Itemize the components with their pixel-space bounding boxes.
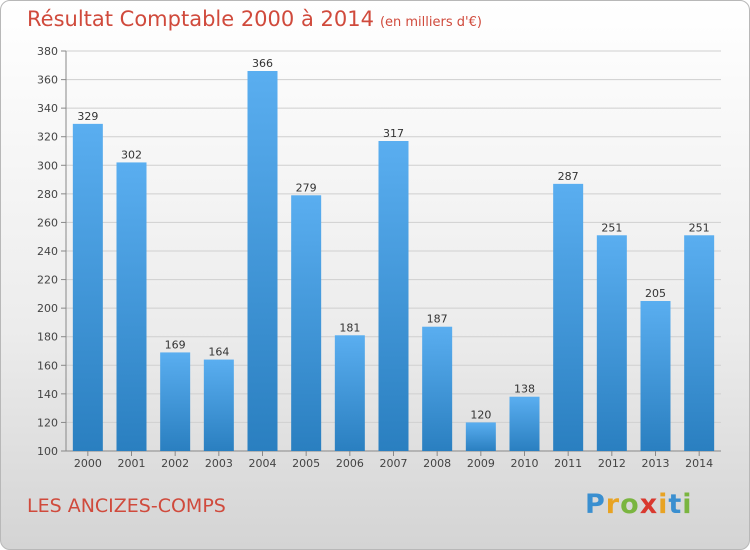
bar-2014: [684, 235, 715, 451]
data-label-2011: 287: [558, 170, 579, 183]
x-tick-label-2009: 2009: [467, 457, 495, 470]
logo-letter: i: [658, 489, 669, 520]
bar-2012: [596, 235, 627, 451]
x-tick-label-2004: 2004: [249, 457, 277, 470]
y-tick-label: 180: [37, 331, 58, 344]
bar-2002: [160, 352, 191, 451]
data-label-2005: 279: [296, 181, 317, 194]
y-tick-label: 360: [37, 74, 58, 87]
x-tick-label-2006: 2006: [336, 457, 364, 470]
x-tick-label-2011: 2011: [554, 457, 582, 470]
data-label-2000: 329: [77, 110, 98, 123]
bar-2005: [291, 195, 322, 451]
bar-2007: [378, 141, 409, 451]
y-tick-labels: 100 120 140 160 180 200 220 240 260 280 300 320 340 3…: [37, 45, 58, 458]
x-tick-label-2010: 2010: [511, 457, 539, 470]
logo-letter: t: [668, 489, 683, 520]
proxiti-logo: Proxiti: [585, 489, 693, 520]
title-text: Résultat Comptable 2000 à 2014: [27, 7, 374, 31]
data-label-2008: 187: [427, 313, 448, 326]
bar-2013: [640, 301, 671, 451]
y-tick-label: 220: [37, 274, 58, 287]
y-tick-label: 240: [37, 245, 58, 258]
data-label-2010: 138: [514, 383, 535, 396]
x-tick-label-2014: 2014: [685, 457, 713, 470]
bar-2008: [422, 326, 453, 451]
data-label-2004: 366: [252, 57, 273, 70]
x-tick-label-2007: 2007: [380, 457, 408, 470]
x-tick-label-2013: 2013: [642, 457, 670, 470]
data-label-2012: 251: [601, 221, 622, 234]
place-name: LES ANCIZES-COMPS: [27, 495, 226, 517]
data-label-2002: 169: [165, 338, 186, 351]
x-tick-label-2002: 2002: [161, 457, 189, 470]
data-label-2013: 205: [645, 287, 666, 300]
chart-title: Résultat Comptable 2000 à 2014 (en millie…: [27, 7, 482, 31]
data-labels: 329 302 169 164 366 279 181 317 187 120 138 287 251 2…: [77, 57, 709, 421]
y-tick-label: 100: [37, 445, 58, 458]
x-tick-label-2003: 2003: [205, 457, 233, 470]
y-tick-label: 340: [37, 102, 58, 115]
x-tick-label-2008: 2008: [423, 457, 451, 470]
bar-2010: [509, 396, 540, 451]
y-tick-label: 260: [37, 216, 58, 229]
bar-2003: [203, 359, 234, 451]
bar-2011: [553, 183, 584, 451]
data-label-2014: 251: [689, 221, 710, 234]
chart-subtitle: (en milliers d'€): [379, 15, 482, 30]
logo-letter: r: [605, 489, 621, 520]
logo-letter: i: [682, 489, 693, 520]
bar-2001: [116, 162, 147, 451]
bar-2006: [334, 335, 365, 451]
y-tick-label: 160: [37, 359, 58, 372]
x-tick-label-2012: 2012: [598, 457, 626, 470]
y-tick-label: 280: [37, 188, 58, 201]
y-tick-label: 140: [37, 388, 58, 401]
data-label-2007: 317: [383, 127, 404, 140]
data-label-2003: 164: [208, 346, 229, 359]
logo-letter: P: [585, 489, 606, 520]
logo-letter: x: [639, 489, 659, 520]
x-tick-label-2001: 2001: [118, 457, 146, 470]
data-label-2001: 302: [121, 148, 142, 161]
y-tick-label: 380: [37, 45, 58, 58]
data-label-2006: 181: [339, 321, 360, 334]
y-tick-label: 120: [37, 416, 58, 429]
bars: [72, 71, 715, 451]
y-tick-label: 320: [37, 131, 58, 144]
bar-2004: [247, 71, 278, 451]
y-tick-label: 300: [37, 159, 58, 172]
logo-letter: o: [620, 489, 640, 520]
bar-2000: [72, 123, 103, 451]
x-tick-label-2000: 2000: [74, 457, 102, 470]
bar-2009: [465, 422, 496, 451]
data-label-2009: 120: [470, 408, 491, 421]
x-tick-labels: 2000 2001 2002 2003 2004 2005 2006 2007 2008 2009…: [74, 451, 713, 470]
x-tick-label-2005: 2005: [292, 457, 320, 470]
y-tick-label: 200: [37, 302, 58, 315]
